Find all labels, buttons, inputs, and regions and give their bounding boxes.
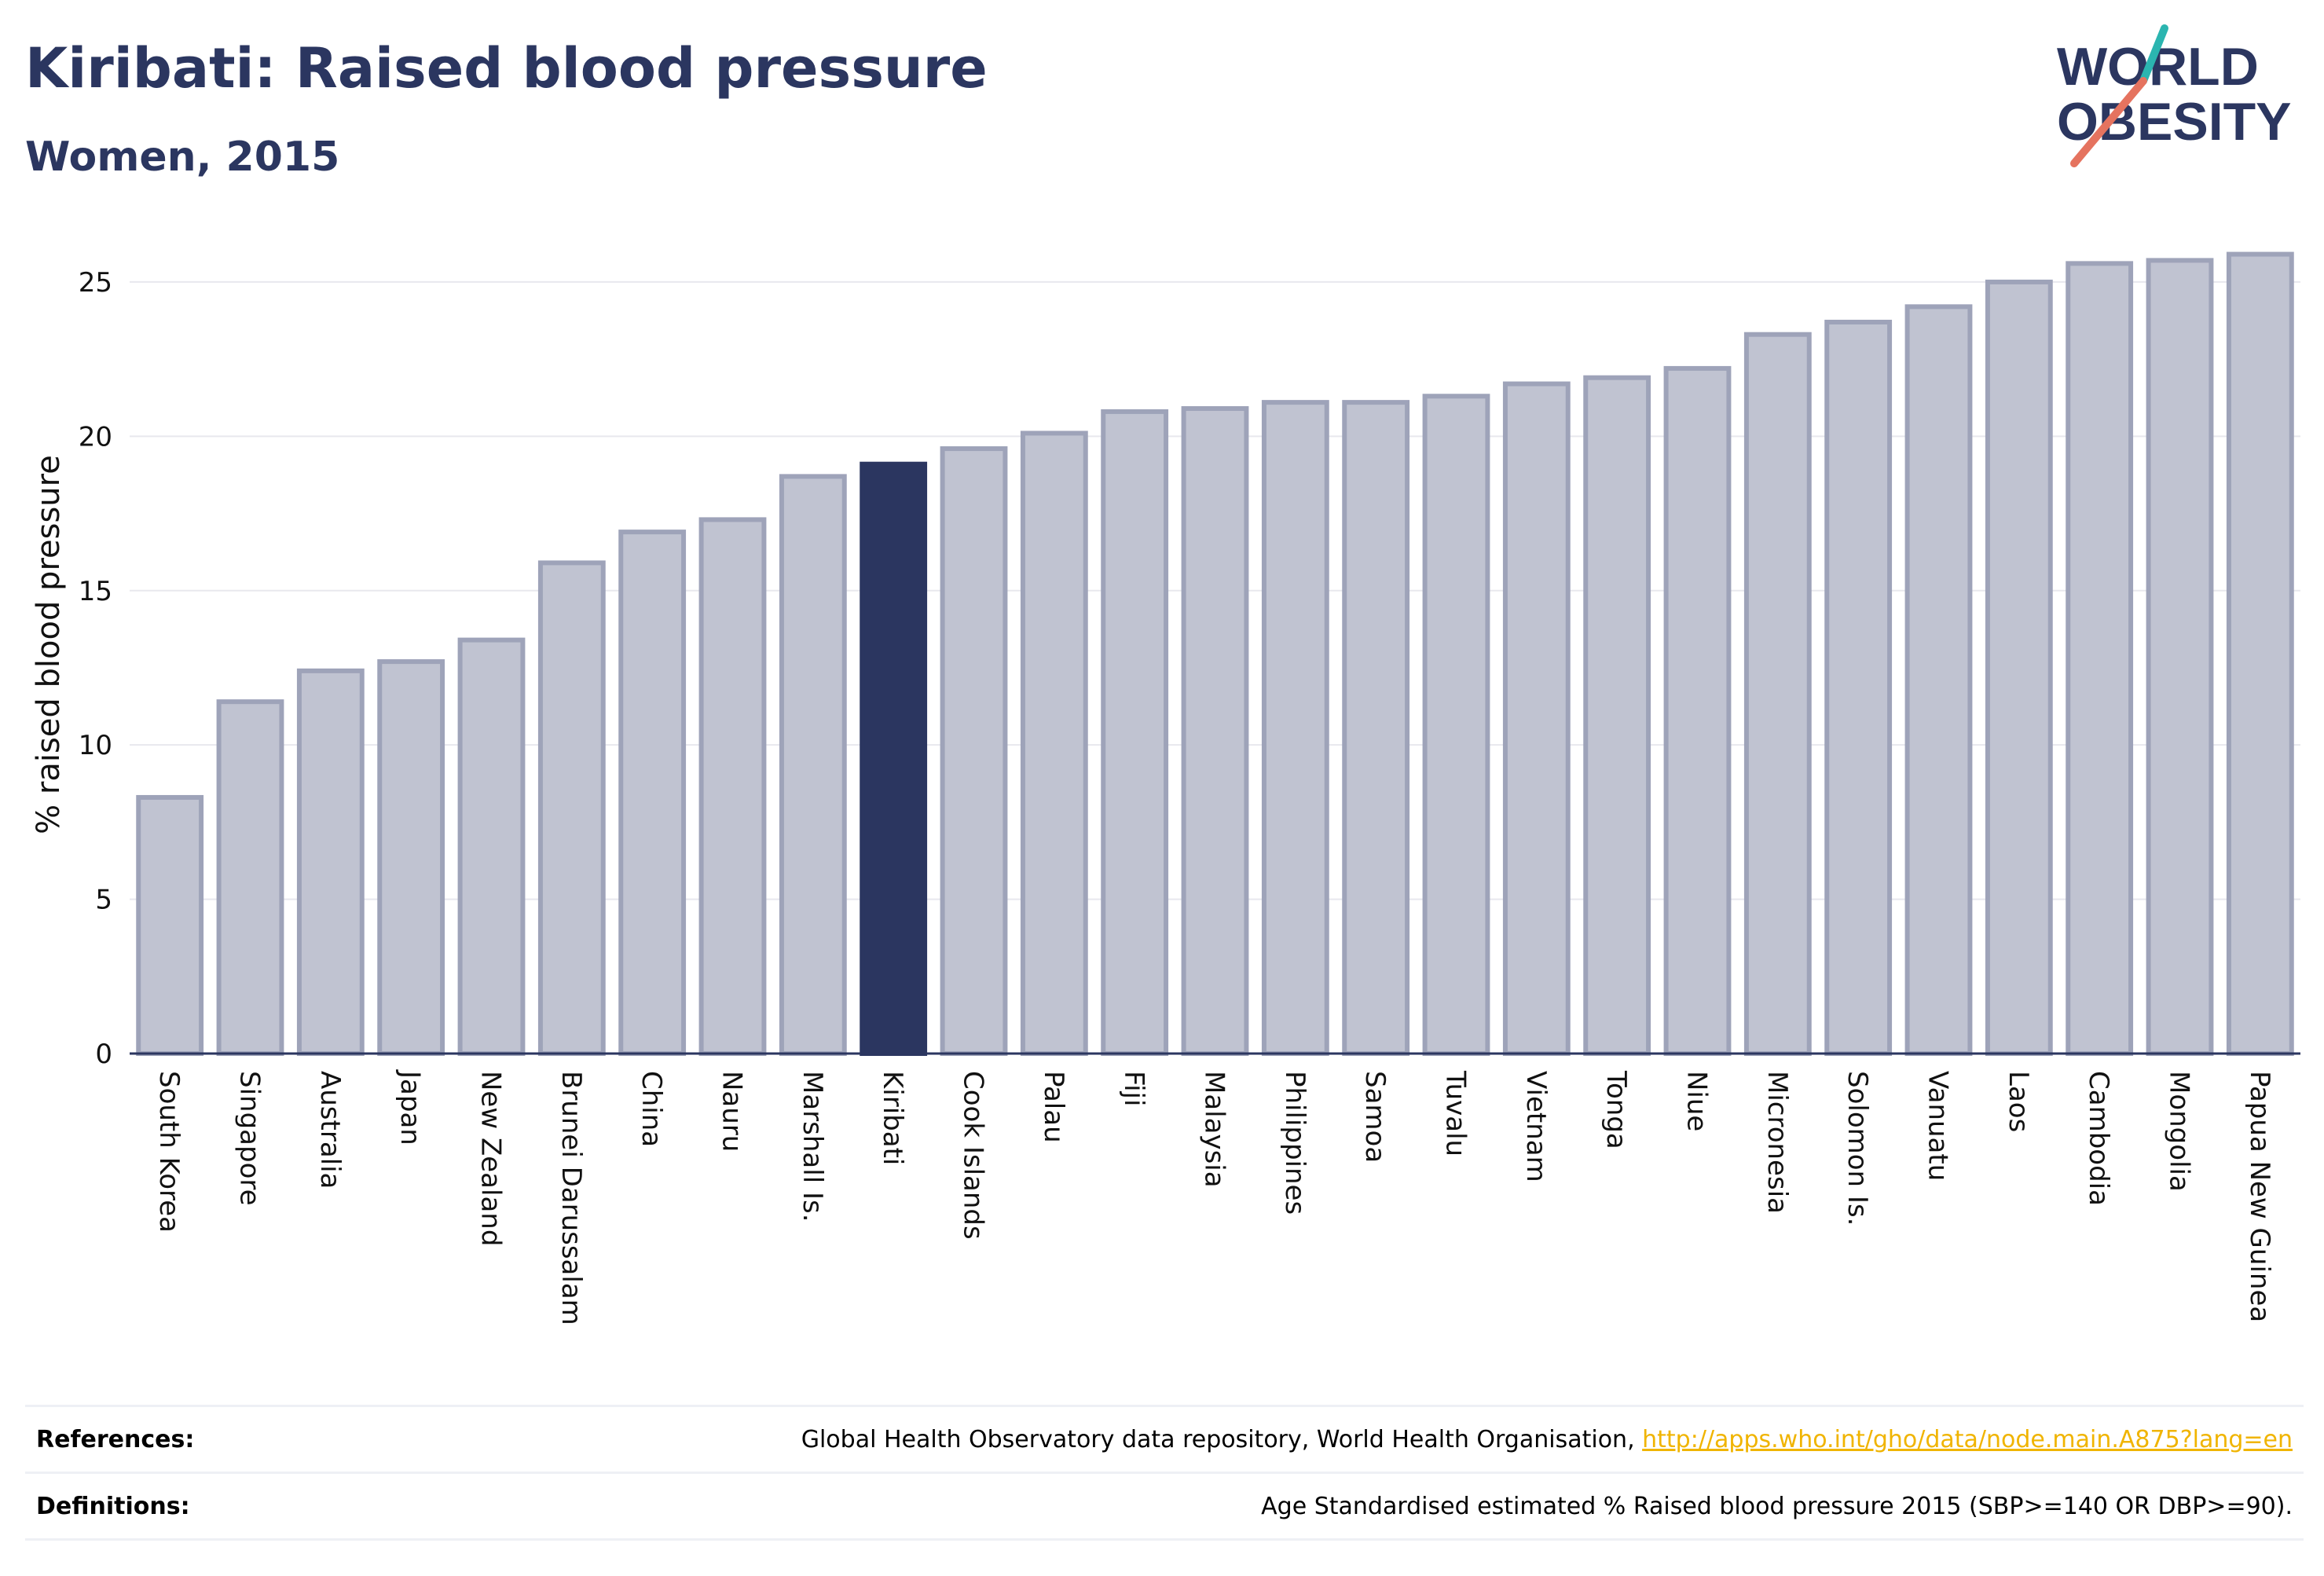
bar bbox=[457, 637, 526, 1056]
bar bbox=[698, 517, 767, 1056]
y-axis-title: % raised blood pressure bbox=[31, 455, 67, 834]
bar bbox=[779, 474, 847, 1056]
bar bbox=[1663, 365, 1732, 1056]
x-tick-label: Papua New Guinea bbox=[2244, 1071, 2275, 1322]
page-subtitle: Women, 2015 bbox=[25, 134, 340, 181]
bar bbox=[377, 659, 445, 1056]
x-tick-label: Cambodia bbox=[2083, 1071, 2114, 1206]
bar bbox=[1985, 279, 2053, 1057]
x-tick-label: Niue bbox=[1681, 1071, 1713, 1131]
y-tick-label: 10 bbox=[79, 730, 112, 761]
y-tick-label: 25 bbox=[79, 267, 112, 299]
references-label: References: bbox=[36, 1425, 195, 1453]
bar bbox=[2226, 251, 2294, 1056]
x-tick-label: Fiji bbox=[1118, 1071, 1149, 1106]
x-tick-label: Mongolia bbox=[2164, 1071, 2195, 1192]
y-tick-label: 15 bbox=[79, 576, 112, 607]
x-tick-label: Philippines bbox=[1279, 1071, 1310, 1215]
bar bbox=[1261, 400, 1329, 1056]
bar bbox=[216, 699, 284, 1056]
x-tick-label: South Korea bbox=[153, 1071, 185, 1233]
x-tick-label: Samoa bbox=[1359, 1071, 1391, 1163]
y-tick-label: 20 bbox=[79, 421, 112, 453]
bar bbox=[618, 530, 687, 1056]
bar bbox=[1502, 381, 1571, 1057]
bar-highlight bbox=[860, 461, 928, 1056]
x-tick-label: Kiribati bbox=[877, 1071, 908, 1165]
bar bbox=[1824, 319, 1893, 1057]
references-text: Global Health Observatory data repositor… bbox=[801, 1425, 1643, 1453]
definitions-text: Age Standardised estimated % Raised bloo… bbox=[1261, 1492, 2293, 1520]
x-tick-label: Brunei Darussalam bbox=[555, 1071, 587, 1325]
bar bbox=[2146, 258, 2214, 1057]
x-tick-label: Tonga bbox=[1600, 1070, 1632, 1149]
bar bbox=[1181, 405, 1249, 1056]
bar bbox=[1342, 400, 1410, 1056]
y-tick-label: 5 bbox=[95, 885, 112, 916]
logo-slash-teal bbox=[2139, 24, 2168, 85]
bar bbox=[1904, 304, 1973, 1056]
bar bbox=[1422, 394, 1490, 1056]
x-tick-label: Laos bbox=[2003, 1071, 2034, 1132]
bar bbox=[2066, 261, 2134, 1056]
references-row: References: Global Health Observatory da… bbox=[25, 1405, 2304, 1472]
bar bbox=[1743, 332, 1812, 1056]
references-link[interactable]: http://apps.who.int/gho/data/node.main.A… bbox=[1642, 1425, 2293, 1453]
x-tick-label: Solomon Is. bbox=[1842, 1071, 1873, 1226]
bar bbox=[296, 668, 365, 1056]
references-value: Global Health Observatory data repositor… bbox=[801, 1426, 2293, 1453]
page-title: Kiribati: Raised blood pressure bbox=[25, 36, 988, 101]
x-tick-label: Tuvalu bbox=[1440, 1070, 1472, 1156]
x-tick-label: Micronesia bbox=[1761, 1071, 1793, 1214]
world-obesity-logo: WORLD OBESITY bbox=[2057, 24, 2292, 167]
footer-table: References: Global Health Observatory da… bbox=[25, 1405, 2304, 1541]
bar bbox=[940, 446, 1008, 1056]
definitions-label: Definitions: bbox=[36, 1492, 190, 1520]
bar bbox=[1020, 431, 1088, 1056]
x-tick-label: Japan bbox=[394, 1069, 426, 1145]
bar bbox=[136, 794, 204, 1056]
bar bbox=[537, 560, 606, 1056]
x-tick-label: Singapore bbox=[234, 1071, 266, 1206]
x-tick-label: Vanuatu bbox=[1923, 1071, 1954, 1181]
x-tick-label: Australia bbox=[314, 1071, 346, 1189]
x-tick-label: Marshall Is. bbox=[797, 1071, 828, 1222]
bar-chart: 0 5 10 15 20 25 % raised blood pressure South K… bbox=[31, 251, 2300, 1325]
bar bbox=[1583, 375, 1651, 1056]
logo-slash-coral bbox=[2070, 77, 2147, 167]
x-tick-label: Vietnam bbox=[1520, 1071, 1552, 1182]
y-tick-label: 0 bbox=[95, 1039, 112, 1070]
x-tick-label: Malaysia bbox=[1199, 1071, 1230, 1188]
x-tick-label: China bbox=[636, 1071, 667, 1147]
definitions-row: Definitions: Age Standardised estimated … bbox=[25, 1472, 2304, 1541]
x-tick-label: Palau bbox=[1038, 1071, 1069, 1143]
x-tick-label: New Zealand bbox=[475, 1071, 507, 1246]
x-tick-label: Cook Islands bbox=[958, 1071, 989, 1240]
bar bbox=[1101, 409, 1169, 1056]
x-tick-label: Nauru bbox=[717, 1071, 748, 1152]
